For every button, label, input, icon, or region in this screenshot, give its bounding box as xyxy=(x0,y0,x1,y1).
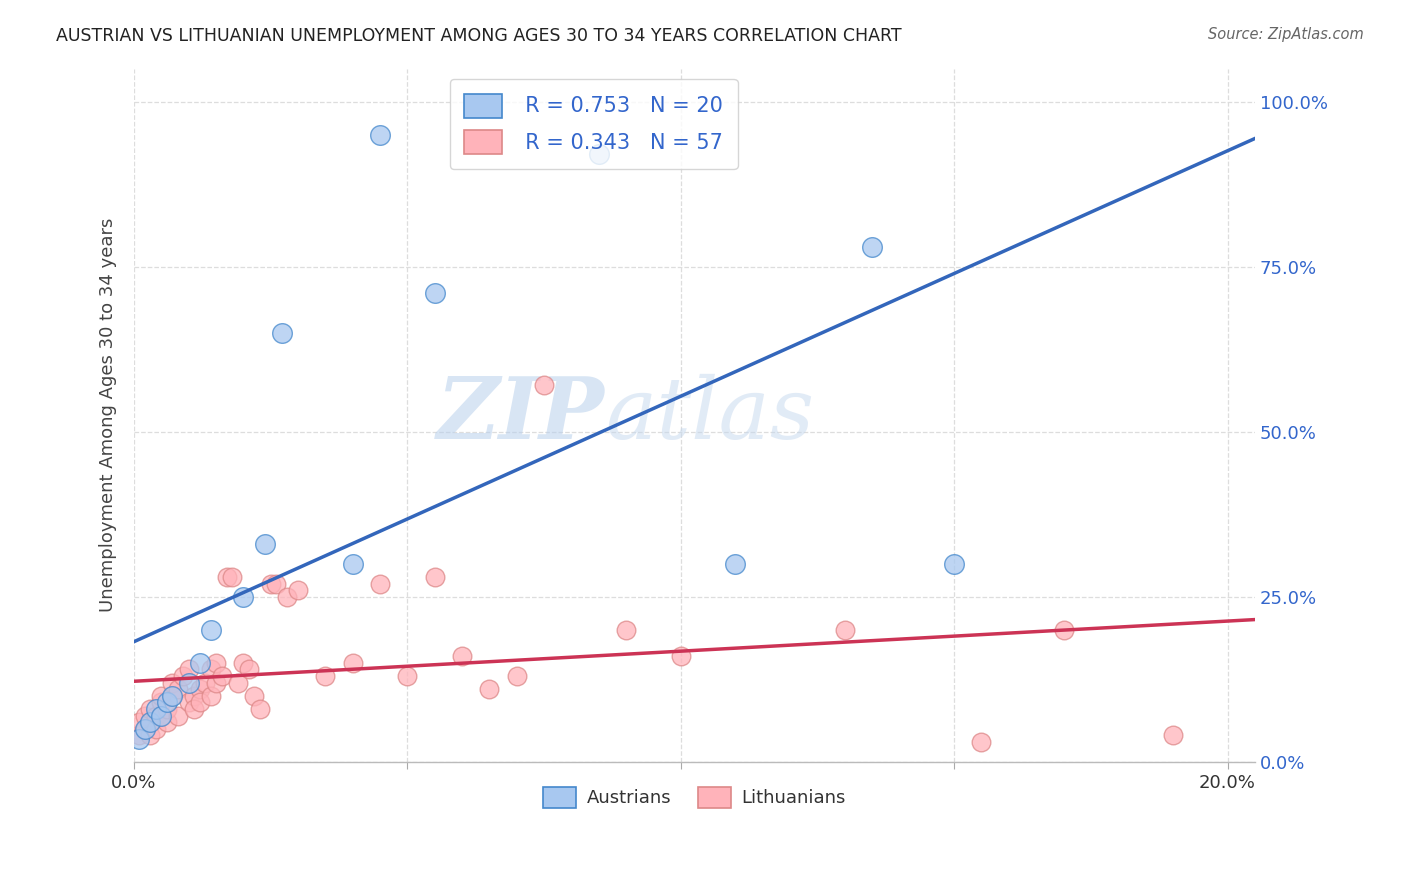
Point xyxy=(249,702,271,716)
Point xyxy=(205,675,228,690)
Point xyxy=(314,669,336,683)
Point xyxy=(243,689,266,703)
Point xyxy=(194,675,217,690)
Text: Source: ZipAtlas.com: Source: ZipAtlas.com xyxy=(1208,27,1364,42)
Point xyxy=(368,576,391,591)
Point xyxy=(166,682,188,697)
Point xyxy=(188,695,211,709)
Point xyxy=(205,656,228,670)
Point xyxy=(226,675,249,690)
Point xyxy=(139,728,162,742)
Point xyxy=(162,689,184,703)
Text: AUSTRIAN VS LITHUANIAN UNEMPLOYMENT AMONG AGES 30 TO 34 YEARS CORRELATION CHART: AUSTRIAN VS LITHUANIAN UNEMPLOYMENT AMON… xyxy=(56,27,901,45)
Point xyxy=(506,669,529,683)
Point xyxy=(162,675,184,690)
Point xyxy=(238,662,260,676)
Point xyxy=(128,728,150,742)
Point xyxy=(200,623,222,637)
Point xyxy=(254,537,277,551)
Point xyxy=(221,570,243,584)
Point xyxy=(134,722,156,736)
Point xyxy=(134,722,156,736)
Point xyxy=(145,708,167,723)
Point xyxy=(172,669,194,683)
Point xyxy=(139,702,162,716)
Point xyxy=(166,708,188,723)
Point xyxy=(156,715,179,730)
Point xyxy=(188,656,211,670)
Point xyxy=(270,326,292,340)
Point xyxy=(139,715,162,730)
Point xyxy=(614,623,637,637)
Point xyxy=(260,576,283,591)
Point xyxy=(139,715,162,730)
Point xyxy=(145,722,167,736)
Point xyxy=(177,662,200,676)
Point xyxy=(232,656,254,670)
Point xyxy=(1052,623,1074,637)
Point xyxy=(478,682,501,697)
Point xyxy=(177,695,200,709)
Legend: Austrians, Lithuanians: Austrians, Lithuanians xyxy=(536,780,853,815)
Point xyxy=(188,682,211,697)
Point xyxy=(342,557,364,571)
Text: ZIP: ZIP xyxy=(437,374,605,457)
Point xyxy=(156,695,179,709)
Point xyxy=(834,623,856,637)
Point xyxy=(368,128,391,142)
Point xyxy=(588,147,610,161)
Point xyxy=(134,708,156,723)
Point xyxy=(396,669,419,683)
Point xyxy=(183,689,205,703)
Point xyxy=(156,702,179,716)
Point xyxy=(183,702,205,716)
Point xyxy=(145,702,167,716)
Point xyxy=(177,675,200,690)
Point xyxy=(860,240,883,254)
Point xyxy=(423,285,446,300)
Point xyxy=(162,689,184,703)
Point xyxy=(215,570,238,584)
Point xyxy=(423,570,446,584)
Point xyxy=(1161,728,1184,742)
Point xyxy=(150,689,173,703)
Point xyxy=(533,378,555,392)
Point xyxy=(128,731,150,746)
Point xyxy=(200,689,222,703)
Point xyxy=(150,695,173,709)
Point xyxy=(200,662,222,676)
Point xyxy=(150,708,173,723)
Point xyxy=(211,669,233,683)
Point xyxy=(342,656,364,670)
Text: atlas: atlas xyxy=(605,374,814,457)
Point xyxy=(451,649,474,664)
Y-axis label: Unemployment Among Ages 30 to 34 years: Unemployment Among Ages 30 to 34 years xyxy=(100,218,117,612)
Point xyxy=(128,715,150,730)
Point xyxy=(287,583,309,598)
Point xyxy=(276,590,298,604)
Point xyxy=(943,557,966,571)
Point xyxy=(970,735,993,749)
Point xyxy=(669,649,692,664)
Point xyxy=(264,576,287,591)
Point xyxy=(150,708,173,723)
Point xyxy=(232,590,254,604)
Point xyxy=(724,557,747,571)
